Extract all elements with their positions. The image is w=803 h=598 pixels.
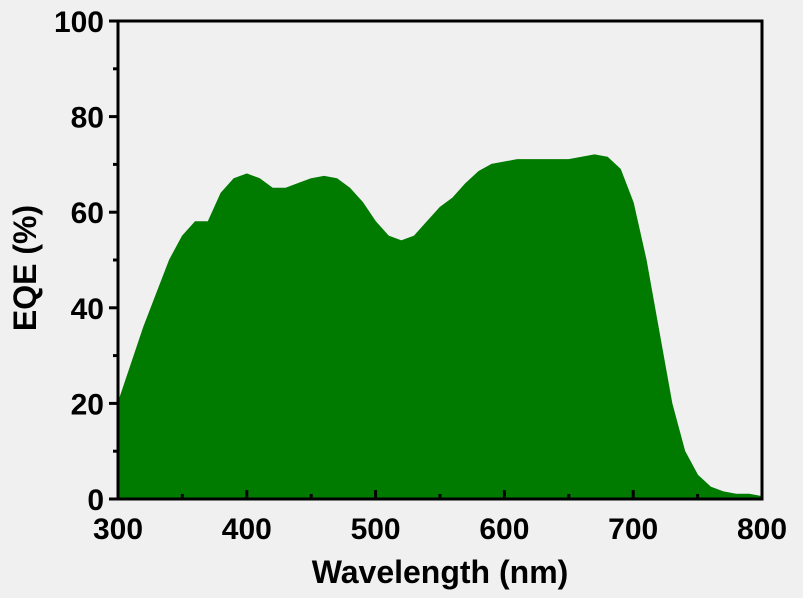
y-tick-label: 80 [71, 102, 104, 135]
y-tick-label: 0 [87, 484, 104, 517]
y-tick-label: 40 [71, 293, 104, 326]
x-tick-label: 800 [737, 513, 787, 546]
y-tick-label: 20 [71, 388, 104, 421]
ticks-layer: 300 400 500 600 700 800 0 20 40 60 80 100 [54, 6, 787, 546]
y-axis-label: EQE (%) [7, 205, 43, 331]
y-tick-label: 100 [54, 6, 104, 39]
x-tick-label: 600 [479, 513, 529, 546]
x-axis-label: Wavelength (nm) [312, 554, 569, 590]
eqe-area-series-0 [117, 154, 763, 500]
labels-layer: Wavelength (nm) EQE (%) [7, 205, 568, 590]
y-tick-label: 60 [71, 197, 104, 230]
x-tick-label: 300 [93, 513, 143, 546]
area-layer [117, 154, 763, 500]
x-tick-label: 400 [222, 513, 272, 546]
x-tick-label: 500 [351, 513, 401, 546]
x-tick-label: 700 [608, 513, 658, 546]
